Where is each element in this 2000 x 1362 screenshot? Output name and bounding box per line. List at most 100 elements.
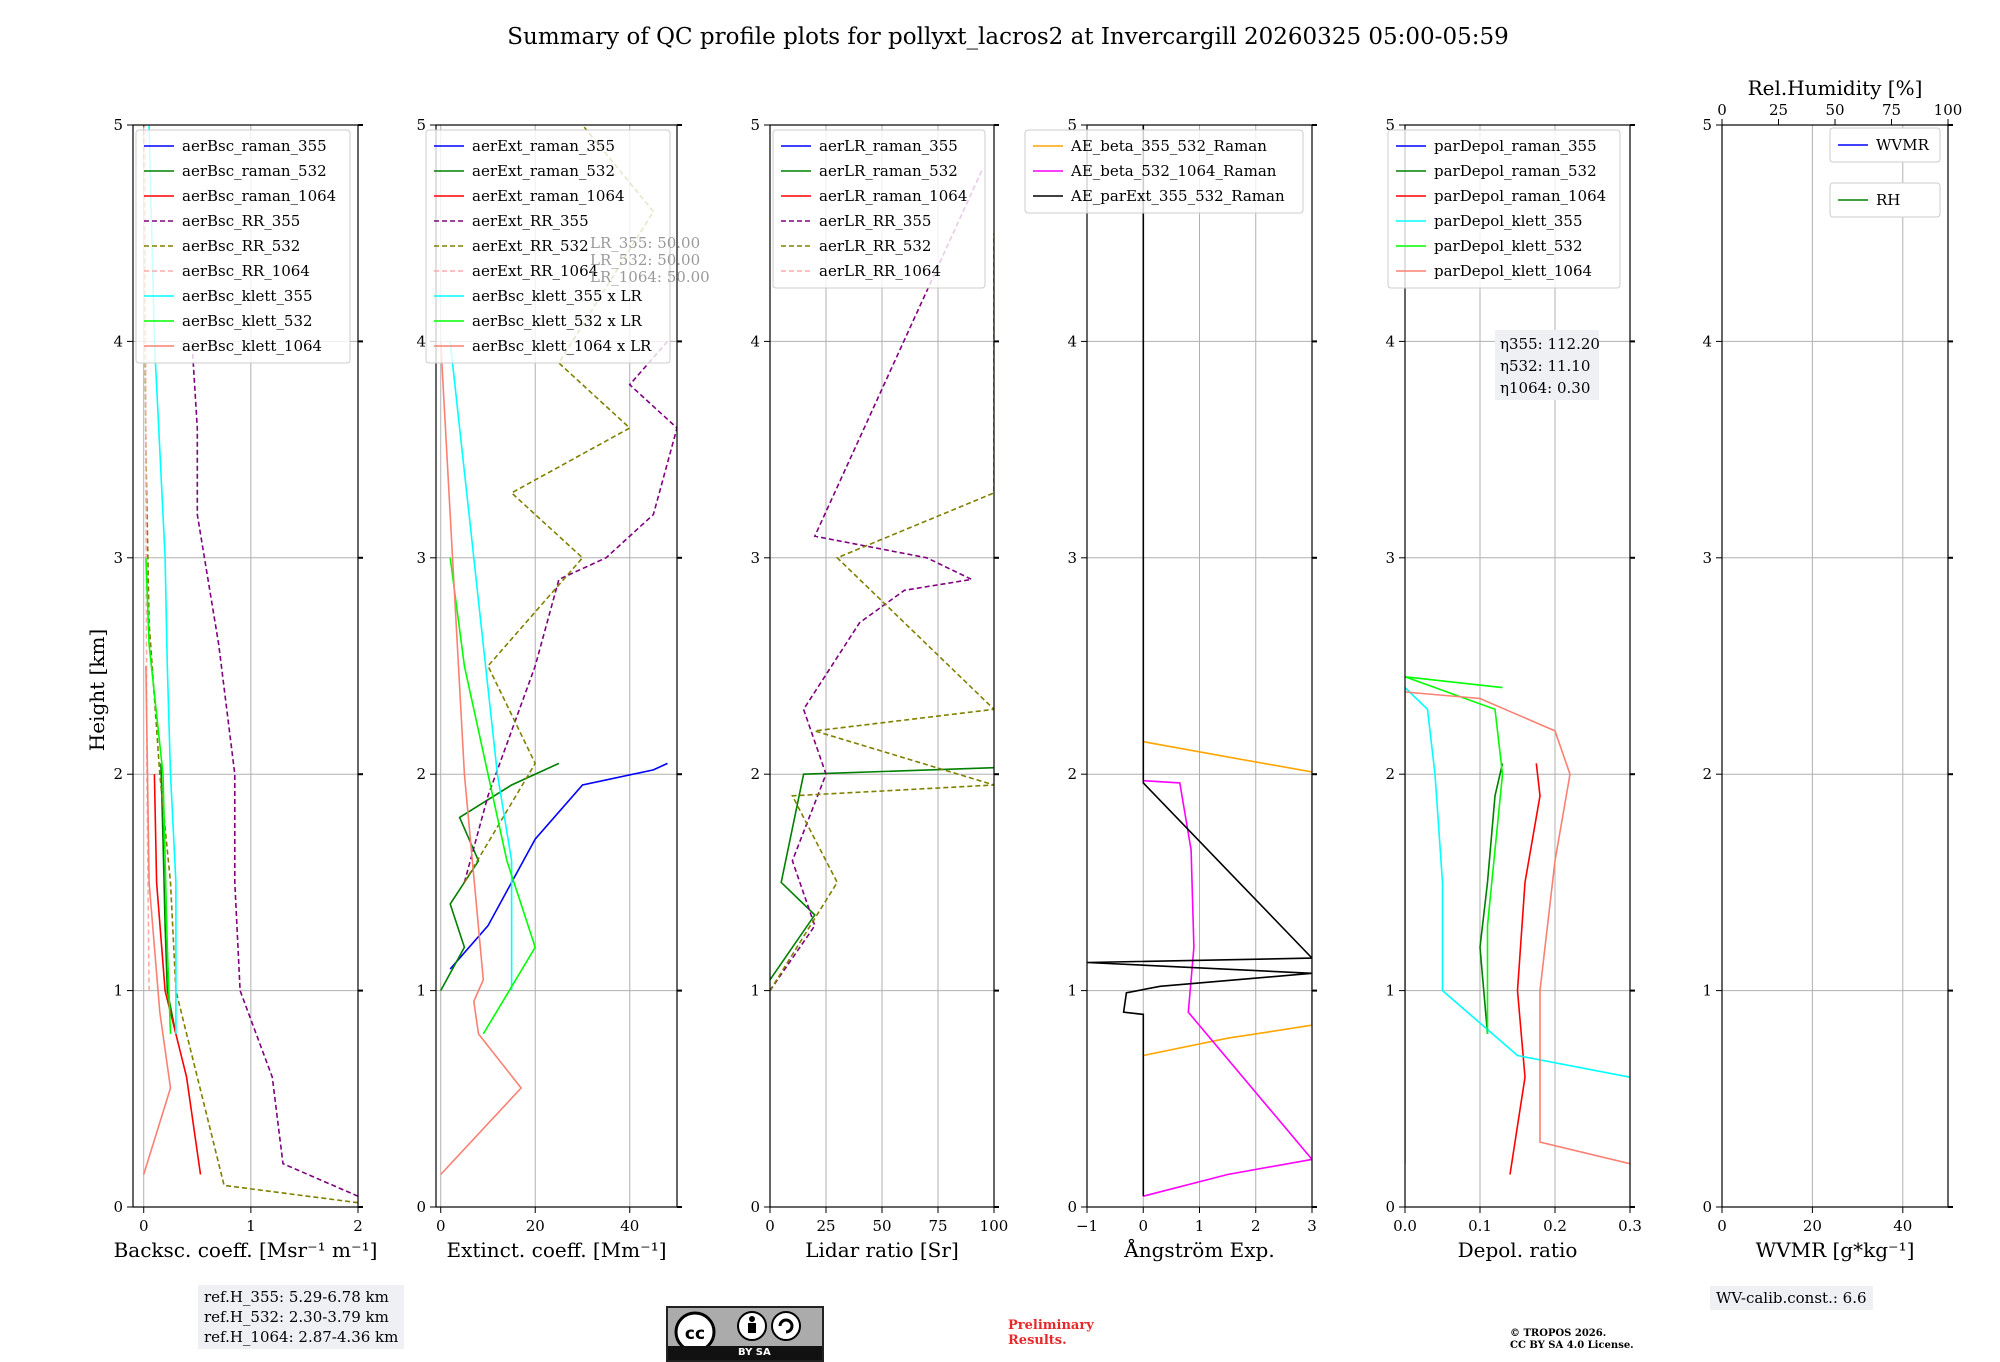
y-tick-label: 4 [416, 332, 426, 350]
series-line-aerLR_raman_532 [770, 766, 994, 981]
y-tick-label: 1 [750, 982, 760, 1000]
x-tick-label: 0 [1138, 1217, 1148, 1235]
legend-label: parDepol_raman_355 [1434, 137, 1597, 155]
y-tick-label: 0 [416, 1198, 426, 1216]
series-line-aerBsc_klett_532 [145, 557, 172, 1034]
y-tick-label: 4 [1385, 332, 1395, 350]
svg-text:cc: cc [685, 1324, 705, 1344]
x-tick-label: 2 [353, 1217, 363, 1235]
legend-box [1387, 129, 1621, 289]
preliminary-line-2: Results. [1008, 1333, 1067, 1348]
series-line-AE_beta_355_532_Raman [1143, 740, 1312, 1057]
panel-5: 0.0 0.1 0.2 0.3 0 1 2 3 4 5 Depol. ratio parDepol_r… [1385, 116, 1641, 1262]
legend-label: parDepol_klett_1064 [1434, 262, 1592, 280]
y-tick-label: 0 [1702, 1198, 1712, 1216]
panel-3: 0 25 50 75 100 0 1 2 3 4 5 Lidar ratio [Sr] aerLR_ra… [750, 116, 1008, 1262]
y-tick-label: 0 [750, 1198, 760, 1216]
series-line-aerBsc_klett_1064 x LR [439, 341, 523, 1176]
series-line-AE_parExt_355_532_Raman [1087, 125, 1312, 1197]
x-tick-label: 0.3 [1618, 1217, 1642, 1235]
legend-label: aerExt_raman_1064 [472, 187, 625, 205]
legend-label: aerBsc_klett_1064 [182, 337, 322, 355]
series-line-aerBsc_raman_1064 [153, 774, 202, 1175]
legend-label: aerBsc_klett_532 x LR [472, 312, 643, 330]
wv-calib-info: WV-calib.const.: 6.6 [1710, 1286, 1873, 1310]
y-tick-label: 2 [750, 765, 760, 783]
preliminary-note: Preliminary Results. [1008, 1318, 1094, 1348]
series-line-aerLR_RR_355 [770, 167, 984, 992]
x-axis-label: Backsc. coeff. [Msr⁻¹ m⁻¹] [114, 1238, 378, 1262]
x-tick-label: 50 [872, 1217, 891, 1235]
legend-label: aerBsc_klett_532 [182, 312, 313, 330]
x-tick-label: 100 [980, 1217, 1009, 1235]
x-axis-label: Extinct. coeff. [Mm⁻¹] [446, 1238, 666, 1262]
lidar-ratio-info: LR_1064: 50.00 [590, 268, 710, 286]
x-tick-label: 2 [1251, 1217, 1261, 1235]
x-tick-label: 0 [1717, 1217, 1727, 1235]
legend-label: aerLR_raman_1064 [819, 187, 967, 205]
series-line-aerExt_raman_532 [439, 762, 560, 991]
top-axis-label: Rel.Humidity [%] [1748, 76, 1923, 100]
series-line-AE_beta_532_1064_Raman [1143, 779, 1312, 1197]
top-x-tick-label: 0 [1717, 101, 1727, 119]
series-line-aerBsc_klett_355 x LR [449, 341, 513, 991]
preliminary-line-1: Preliminary [1008, 1318, 1094, 1333]
x-tick-label: 75 [928, 1217, 947, 1235]
y-tick-label: 5 [113, 116, 123, 134]
legend-label: WVMR [1876, 136, 1930, 154]
y-tick-label: 0 [1385, 1198, 1395, 1216]
y-tick-label: 3 [1702, 549, 1712, 567]
legend-box [425, 129, 671, 364]
y-tick-label: 1 [1067, 982, 1077, 1000]
legend-label: aerBsc_RR_532 [182, 237, 300, 255]
series-group [770, 167, 994, 992]
y-tick-label: 1 [416, 982, 426, 1000]
y-tick-label: 2 [113, 765, 123, 783]
wv-calib-const: WV-calib.const.: 6.6 [1716, 1289, 1867, 1307]
x-tick-label: 0.1 [1468, 1217, 1492, 1235]
y-tick-label: 0 [1067, 1198, 1077, 1216]
y-tick-label: 4 [750, 332, 760, 350]
legend-box [135, 129, 351, 364]
lidar-ratio-info: LR_532: 50.00 [590, 251, 700, 269]
copyright-note: © TROPOS 2026. CC BY SA 4.0 License. [1510, 1328, 1634, 1352]
x-tick-label: −1 [1076, 1217, 1098, 1235]
legend-label: aerLR_raman_532 [819, 162, 958, 180]
series-line-aerBsc_klett_1064 [142, 665, 172, 1175]
ref-height-info: ref.H_355: 5.29-6.78 km ref.H_532: 2.30-… [198, 1285, 405, 1349]
x-tick-label: 0.2 [1543, 1217, 1567, 1235]
y-tick-label: 2 [1067, 765, 1077, 783]
legend-label: parDepol_raman_532 [1434, 162, 1597, 180]
eta-value: η532: 11.10 [1500, 357, 1590, 375]
legend-box [1829, 127, 1941, 163]
top-x-tick-label: 75 [1882, 101, 1901, 119]
series-line-parDepol_klett_532 [1405, 676, 1504, 1034]
x-tick-label: 1 [1195, 1217, 1205, 1235]
x-tick-label: 20 [526, 1217, 545, 1235]
y-tick-label: 5 [1702, 116, 1712, 134]
axes-frame [435, 124, 678, 1208]
ref-height-532: ref.H_532: 2.30-3.79 km [204, 1308, 389, 1326]
y-tick-label: 3 [113, 549, 123, 567]
legend-label: aerBsc_raman_1064 [182, 187, 336, 205]
x-tick-label: 0 [765, 1217, 775, 1235]
legend-label: AE_beta_355_532_Raman [1070, 137, 1267, 155]
legend-label: aerExt_RR_1064 [472, 262, 598, 280]
x-tick-label: 20 [1803, 1217, 1822, 1235]
legend-label: parDepol_raman_1064 [1434, 187, 1606, 205]
legend-box [1024, 129, 1304, 214]
copyright-line-1: © TROPOS 2026. [1510, 1328, 1607, 1339]
y-tick-label: 4 [1067, 332, 1077, 350]
series-line-parDepol_klett_355 [1405, 686, 1630, 1164]
x-axis-label: WVMR [g*kg⁻¹] [1756, 1238, 1915, 1262]
eta-value: η355: 112.20 [1500, 335, 1600, 353]
x-tick-label: 1 [246, 1217, 256, 1235]
panel-6: 0 20 40 0 1 2 3 4 5 WVMR [g*kg⁻¹] 0 25 50 75 100 Rel.Hu… [1702, 76, 1962, 1262]
legend-label: aerExt_raman_532 [472, 162, 615, 180]
panel-1: 0 1 2 0 1 2 3 4 5 Backsc. coeff. [Msr⁻¹ m⁻¹] aerBs… [113, 116, 377, 1262]
x-tick-label: 0.0 [1393, 1217, 1417, 1235]
cc-by-sa-bar: BY SA [668, 1346, 822, 1360]
legend-label: aerLR_RR_532 [819, 237, 931, 255]
eta-value: η1064: 0.30 [1500, 379, 1590, 397]
cc-by-sa-label: BY SA [738, 1347, 771, 1358]
